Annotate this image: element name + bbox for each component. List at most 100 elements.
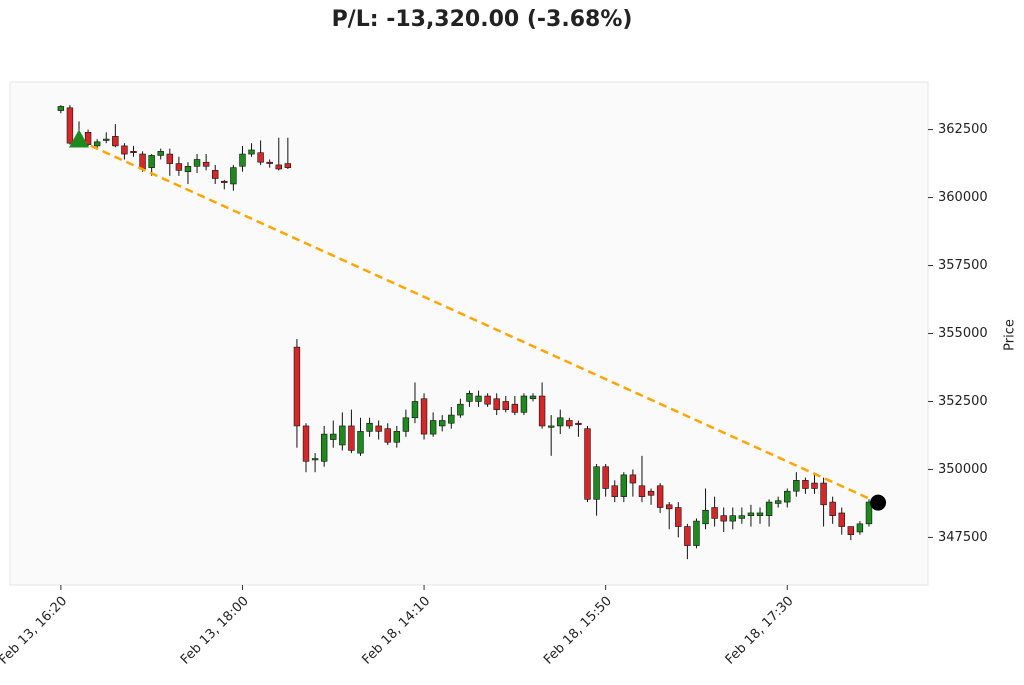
candle-body — [221, 180, 228, 183]
candle-body — [202, 161, 210, 167]
candle-body — [411, 401, 419, 419]
x-tick-label: Feb 13, 18:00 — [178, 594, 252, 668]
candle-body — [611, 485, 618, 497]
candle-body — [348, 425, 355, 451]
candle-body — [675, 507, 682, 527]
candle-body — [793, 480, 800, 492]
candle-body — [284, 163, 292, 168]
candle-body — [738, 515, 746, 519]
candle-body — [820, 482, 827, 506]
candle-body — [320, 433, 328, 462]
candle-body — [66, 107, 74, 144]
candle-body — [865, 501, 873, 525]
candle-body — [638, 485, 646, 497]
candle-body — [802, 480, 809, 489]
candle-body — [439, 420, 446, 427]
candle-body — [230, 167, 237, 185]
candle-body — [266, 161, 273, 164]
candle-body — [593, 466, 600, 500]
candle-body — [647, 490, 655, 496]
candle-body — [121, 145, 128, 155]
candle-body — [838, 512, 845, 527]
y-tick-label: 362500 — [938, 122, 988, 137]
candle-body — [384, 428, 391, 443]
candle-body — [157, 151, 164, 156]
candle-body — [184, 165, 192, 173]
y-tick-label: 355000 — [938, 326, 988, 341]
y-tick-label: 360000 — [938, 190, 988, 205]
candle-body — [684, 526, 691, 546]
candle-body — [620, 474, 628, 497]
candle-body — [511, 403, 519, 413]
y-tick-label: 352500 — [938, 394, 988, 409]
candle-body — [466, 393, 473, 402]
candle-body — [856, 523, 864, 533]
candle-body — [139, 153, 146, 170]
candle-body — [166, 153, 174, 164]
candle-body — [248, 149, 255, 155]
candle-body — [747, 512, 755, 516]
trade-line — [78, 139, 879, 504]
exit-marker — [870, 494, 887, 511]
candle-body — [448, 414, 455, 424]
plot-area — [9, 81, 929, 586]
candle-body — [393, 431, 401, 443]
candle-body — [302, 425, 310, 462]
candle-body — [720, 515, 727, 522]
candle-body — [493, 398, 500, 410]
candle-body — [484, 395, 491, 405]
candle-body — [566, 420, 573, 427]
candle-body — [275, 164, 282, 170]
candle-body — [148, 155, 155, 168]
candle-body — [847, 526, 855, 535]
candle-body — [257, 152, 264, 163]
y-axis-label: Price — [1003, 319, 1018, 351]
y-tick-label: 357500 — [938, 258, 988, 273]
candle-body — [756, 512, 764, 516]
candle-body — [112, 136, 119, 147]
candle-body — [811, 482, 818, 489]
candle-body — [357, 431, 364, 454]
candle-body — [239, 153, 246, 167]
candle-body — [784, 490, 791, 503]
candle-body — [702, 509, 709, 525]
candle-body — [339, 425, 346, 446]
candle-body — [666, 504, 673, 510]
candle-body — [212, 170, 219, 179]
candle-body — [402, 417, 410, 432]
candle-body — [429, 420, 437, 435]
candle-body — [774, 500, 782, 504]
candle-body — [693, 520, 700, 546]
candle-body — [375, 425, 382, 432]
candle-body — [84, 132, 92, 145]
candle-body — [57, 106, 65, 111]
candle-body — [656, 485, 664, 508]
candle-body — [538, 395, 546, 427]
candle-body — [103, 138, 110, 141]
candle-body — [293, 346, 301, 427]
candle-body — [602, 466, 609, 489]
x-tick-label: Feb 18, 14:10 — [360, 594, 434, 668]
candle-body — [729, 515, 736, 522]
candle-body — [547, 425, 555, 428]
y-tick-label: 350000 — [938, 462, 988, 477]
candle-body — [175, 163, 183, 171]
chart-title: P/L: -13,320.00 (-3.68%) — [332, 7, 633, 32]
candle-body — [520, 395, 528, 413]
candle-body — [457, 403, 464, 416]
candle-body — [420, 398, 428, 435]
entry-marker — [69, 129, 90, 148]
candle-body — [475, 395, 482, 402]
x-tick-label: Feb 13, 16:20 — [0, 594, 70, 668]
y-tick-label: 347500 — [938, 530, 988, 545]
candle-body — [93, 141, 101, 147]
candle-body — [629, 474, 637, 484]
candle-body — [311, 458, 319, 461]
candle-body — [330, 433, 337, 440]
candle-body — [130, 151, 137, 153]
candle-body — [584, 428, 591, 500]
candle-body — [557, 417, 564, 427]
candle-body — [502, 401, 509, 410]
x-tick-label: Feb 18, 17:30 — [723, 594, 797, 668]
